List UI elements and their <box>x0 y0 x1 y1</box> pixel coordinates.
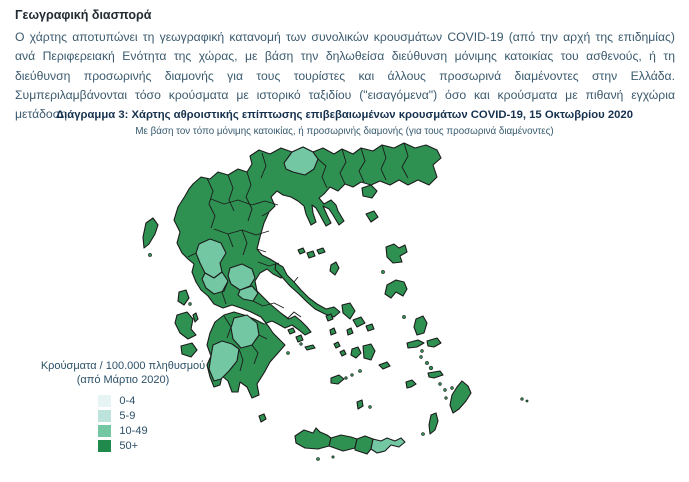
map-island <box>427 370 444 379</box>
section-heading: Γεωγραφική διασπορά <box>15 8 152 22</box>
map-island <box>378 361 391 370</box>
greece-choropleth-map <box>142 142 529 461</box>
islet-dot <box>381 270 385 274</box>
legend-title-line1: Κρούσματα / 100.000 πληθυσμού <box>40 360 206 372</box>
legend-item: 5-9 <box>98 408 147 423</box>
map-island <box>428 412 439 435</box>
map-island <box>341 302 356 320</box>
map-region <box>370 437 406 454</box>
map-island <box>413 315 428 336</box>
map-island <box>362 343 376 361</box>
map-island <box>329 261 340 276</box>
islet-dot <box>443 388 447 392</box>
map-island <box>325 313 334 322</box>
map-region <box>283 146 319 176</box>
islet-dot <box>358 369 362 373</box>
legend-swatch <box>98 409 112 422</box>
map-island <box>346 327 354 336</box>
map-island <box>174 311 197 340</box>
legend-label: 0-4 <box>119 394 136 407</box>
map-island <box>384 279 408 299</box>
map-island <box>350 346 362 359</box>
islet-dot <box>450 386 454 390</box>
legend-item: 0-4 <box>98 393 147 408</box>
map-island <box>297 247 306 255</box>
islet-dot <box>299 342 303 346</box>
islet-dot <box>402 315 406 319</box>
map-island <box>352 316 366 328</box>
legend-swatch <box>98 439 112 452</box>
legend-item: 50+ <box>98 438 147 453</box>
map-island <box>339 349 347 357</box>
map-region <box>294 427 332 450</box>
legend-swatch <box>98 424 112 437</box>
map-region <box>328 434 358 452</box>
map-island <box>405 379 417 389</box>
legend-label: 50+ <box>119 439 139 452</box>
legend-title-line2: (από Μάρτιο 2020) <box>76 373 170 386</box>
map-island <box>365 323 375 332</box>
legend-label: 5-9 <box>119 409 136 422</box>
map-island <box>287 327 296 335</box>
legend-label: 10-49 <box>119 424 148 437</box>
map-region <box>354 435 374 455</box>
map-island <box>426 337 442 348</box>
map-internal-borders <box>187 142 409 372</box>
map-island <box>316 247 326 255</box>
legend-items: 0-4 5-9 10-49 50+ <box>98 393 148 453</box>
islet-dot <box>421 432 425 436</box>
islet-dot <box>350 373 354 377</box>
map-island <box>406 339 425 349</box>
map-island <box>295 334 304 343</box>
map-island <box>330 374 345 385</box>
islet-dot <box>420 349 424 353</box>
islet-dot <box>368 405 372 409</box>
description-paragraph: Ο χάρτης αποτυπώνει τη γεωγραφική κατανο… <box>15 30 675 122</box>
map-region <box>201 271 229 295</box>
islet-dot <box>444 396 448 400</box>
map-island <box>365 210 379 223</box>
islet-dot <box>520 397 524 401</box>
map-island <box>356 399 364 410</box>
map-island <box>385 243 408 264</box>
figure-subtitle: Με βάση τον τόπο μόνιμης κατοικίας, ή πρ… <box>135 126 554 137</box>
islet-dot <box>286 351 290 355</box>
map-island <box>449 380 472 414</box>
islet-dot <box>438 382 442 386</box>
islet-dot <box>428 365 434 371</box>
islet-dot <box>419 355 423 359</box>
islet-dot <box>525 399 529 403</box>
map-island <box>304 344 316 351</box>
map-region <box>208 340 240 382</box>
map-islands <box>142 184 472 455</box>
map-island <box>192 312 199 323</box>
map-island <box>258 413 267 423</box>
islet-dot <box>316 457 320 461</box>
map-island <box>333 341 341 349</box>
map-island <box>180 342 198 358</box>
map-region <box>227 263 256 291</box>
map-island <box>361 184 378 199</box>
map-island <box>142 217 159 249</box>
islet-dot <box>331 455 335 459</box>
map-legend: Κρούσματα / 100.000 πληθυσμού (από Μάρτι… <box>25 360 221 457</box>
islet-dot <box>188 302 192 306</box>
map-island <box>329 327 337 336</box>
legend-swatch <box>98 394 112 407</box>
map-island <box>306 250 316 259</box>
islet-dot <box>344 376 348 380</box>
map-island <box>177 289 190 306</box>
legend-item: 10-49 <box>98 423 148 438</box>
figure-title: Διάγραμμα 3: Χάρτης αθροιστικής επίπτωση… <box>56 109 633 121</box>
islet-dot <box>425 361 429 365</box>
map-islets <box>148 253 529 461</box>
islet-dot <box>148 253 152 257</box>
